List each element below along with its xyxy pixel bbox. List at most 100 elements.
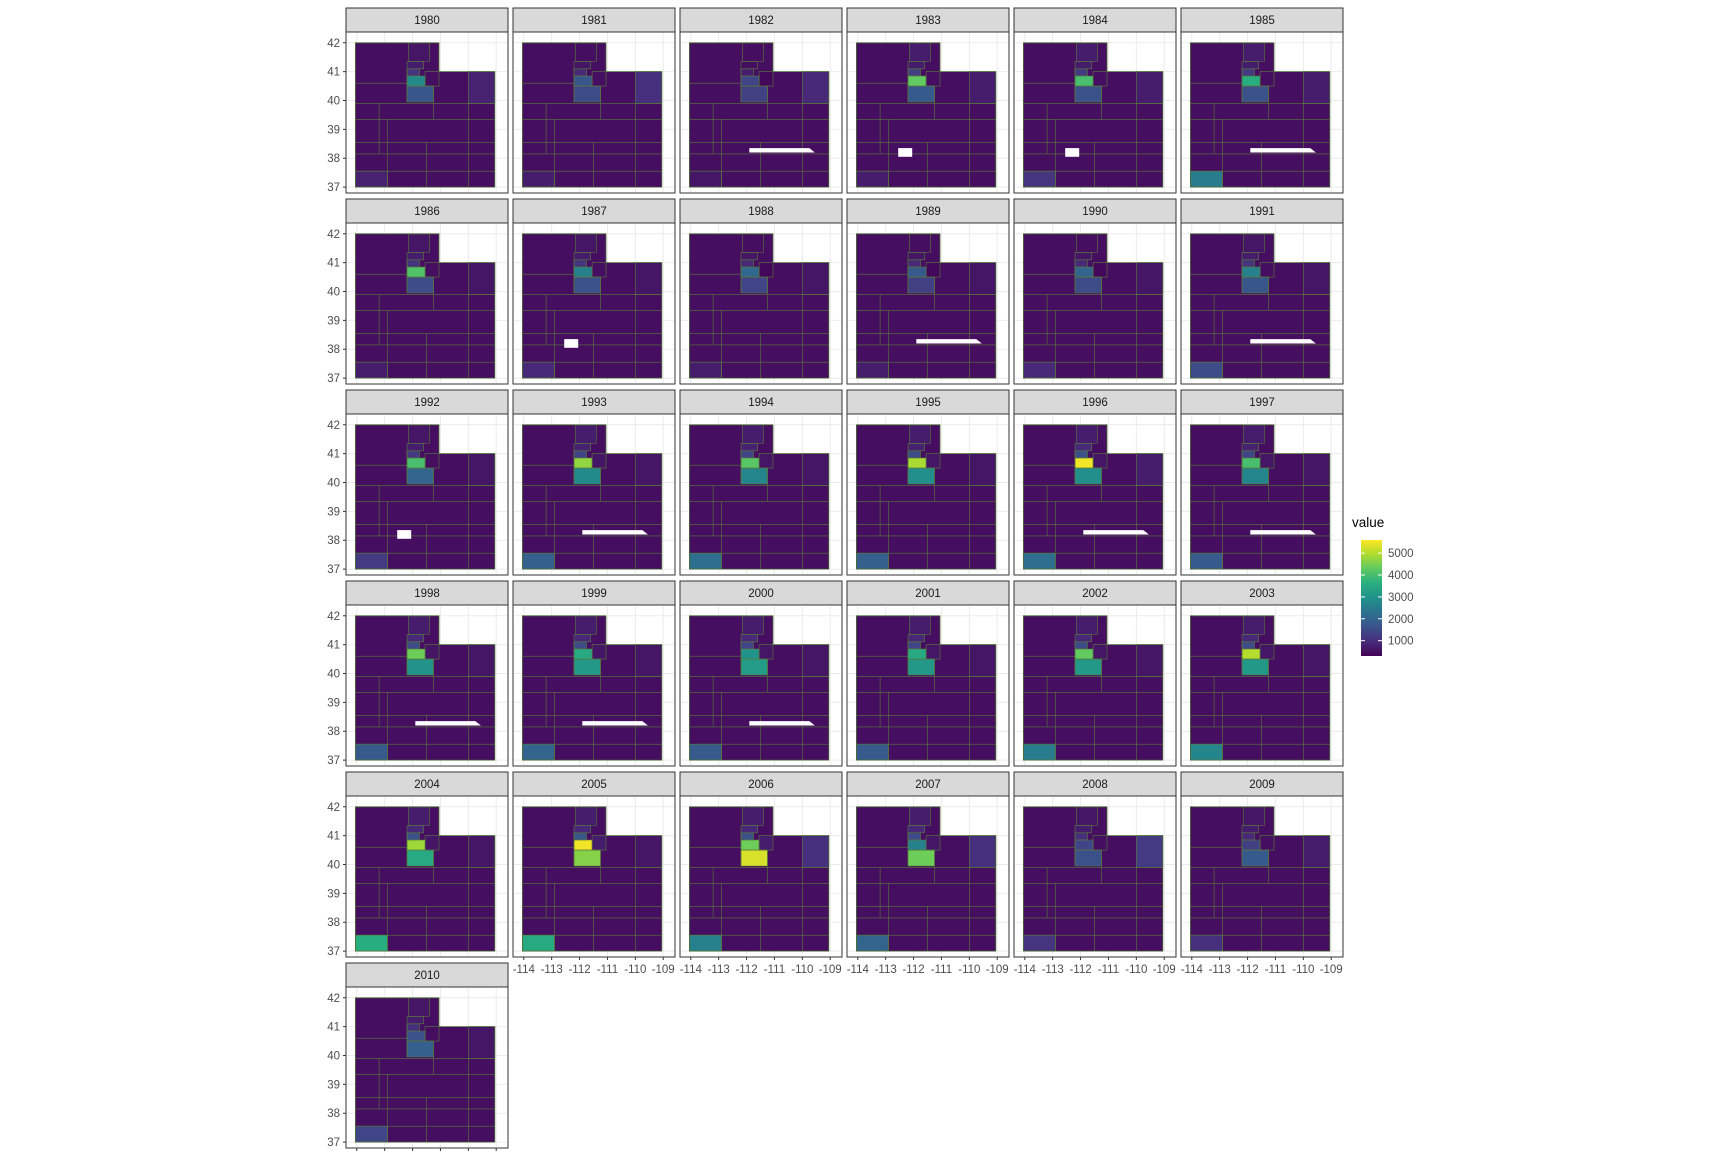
facet-strip [1013,389,1177,415]
y-tick-label: 38 [327,535,340,547]
county-region [969,262,996,295]
facet-label: 1987 [581,206,607,218]
state-base [1023,806,1163,952]
y-tick-label: 42 [327,611,340,623]
plot-area [1180,31,1344,194]
county-region [1242,252,1259,260]
county-region [1075,659,1102,675]
state-base [856,42,996,188]
facet-panel: 1987 [512,198,676,385]
county-region [908,443,925,451]
county-borders [522,42,663,188]
county-region [759,262,773,278]
county-region [407,850,434,866]
county-region [1190,744,1223,761]
plot-area [1180,413,1344,576]
state-border [521,806,663,952]
plot-area [1013,604,1177,767]
facet-panel: 1991 [1180,198,1344,385]
county-region [407,277,434,293]
county-region [689,171,722,188]
facet-strip [679,580,843,606]
state-base [355,806,495,952]
county-region [741,840,760,851]
county-borders [1190,806,1331,952]
state-border [521,615,663,761]
county-region [909,424,931,444]
facet-strip [846,771,1010,797]
y-tick-label: 38 [327,1108,340,1120]
state-border [855,615,997,761]
plot-area [345,222,509,385]
state-border [688,233,830,379]
x-tick-label: -110 [958,964,980,976]
x-tick-label: -109 [652,964,675,976]
county-region [425,453,439,469]
county-region [1075,458,1094,469]
county-region [1093,262,1107,278]
y-tick-label: 41 [327,1022,340,1034]
county-region [407,61,424,69]
state-border [1022,615,1164,761]
facet-panel: 1995 [846,389,1010,576]
facet-strip [512,580,676,606]
facet-label: 2009 [1249,779,1275,791]
county-region [1076,806,1098,826]
county-region [856,362,889,379]
x-tick-label: -114 [1181,964,1204,976]
county-region [759,453,773,469]
y-tick-label: 42 [327,229,340,241]
county-region [1303,453,1330,486]
county-region [1242,267,1261,278]
county-region [574,659,601,675]
y-tick-label: 38 [327,917,340,929]
facet-strip [846,7,1010,33]
county-region [741,76,760,87]
facet-panel: 1983 [846,7,1010,194]
x-tick-label: -112 [568,964,590,976]
x-tick-label: -114 [513,964,536,976]
facet-panel: 1982 [679,7,843,194]
y-tick-label: 40 [327,478,340,490]
county-region [522,935,555,952]
facet-strip [345,962,509,988]
legend-colorbar [1361,540,1382,656]
county-region [574,259,587,267]
facet-label: 2008 [1082,779,1108,791]
county-region [574,649,593,660]
county-region [635,71,662,104]
county-region [1242,840,1261,851]
state-base [689,806,829,952]
facet-label: 2002 [1082,588,1108,600]
facet-strip [1013,198,1177,224]
county-region [468,1026,495,1059]
y-tick-label: 40 [327,860,340,872]
state-border [1022,233,1164,379]
county-region [909,615,931,635]
county-region [408,997,430,1017]
county-region [741,649,760,660]
county-region [742,806,764,826]
county-region [1242,86,1269,102]
county-borders [355,806,496,952]
state-border [688,806,830,952]
county-region [407,443,424,451]
plot-area [679,222,843,385]
facet-panels: 1980 42 41 40 39 38 37 1981 1982 1983 1984 1985 1986… [327,7,1344,1151]
county-region [1075,832,1088,840]
facet-label: 1996 [1082,397,1108,409]
county-region [741,825,758,833]
legend-label: 1000 [1388,636,1414,648]
legend-title: value [1352,515,1384,530]
county-region [1075,252,1092,260]
facet-label: 1989 [915,206,941,218]
county-region [689,935,722,952]
facet-strip [512,389,676,415]
county-region [1076,42,1098,62]
county-region [407,1023,420,1031]
county-region [1093,644,1107,660]
y-tick-label: 38 [327,726,340,738]
state-border [354,424,496,570]
county-region [1243,615,1265,635]
state-border [1022,424,1164,570]
